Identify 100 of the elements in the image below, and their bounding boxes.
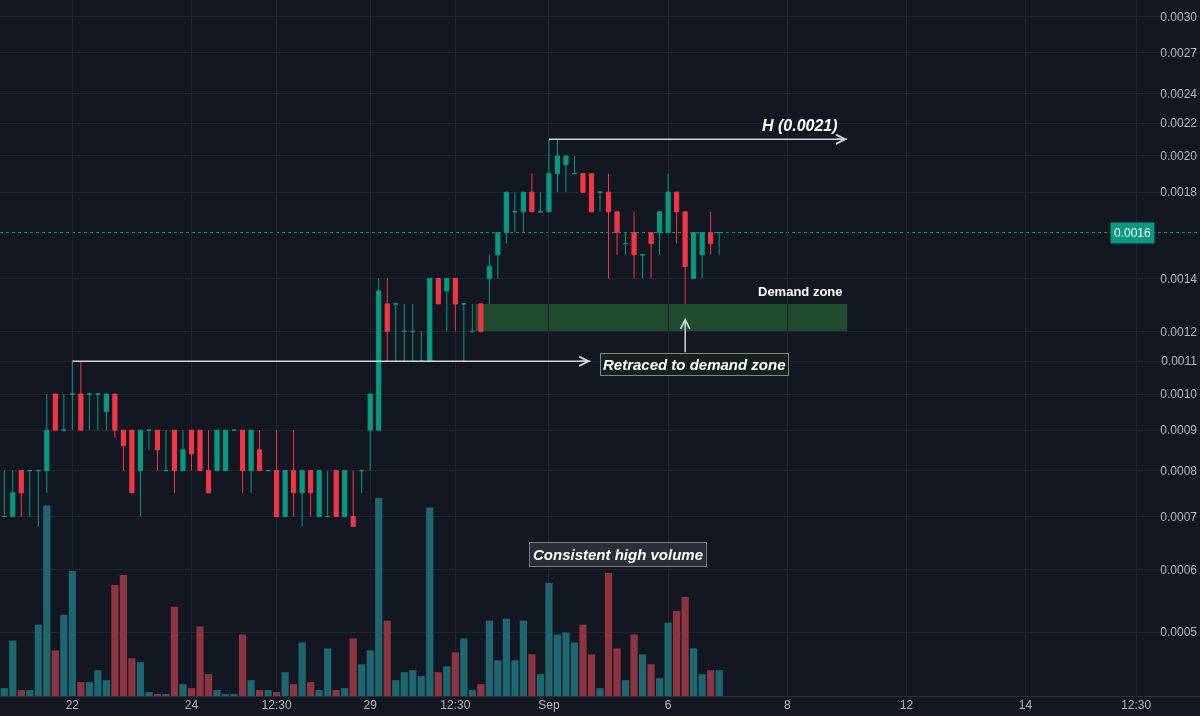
y-tick-label: 0.0009 bbox=[1160, 423, 1198, 438]
candlestick bbox=[418, 330, 424, 362]
candlestick bbox=[478, 303, 484, 332]
candlestick bbox=[146, 429, 152, 451]
candlestick bbox=[163, 429, 169, 472]
candlestick bbox=[188, 429, 195, 472]
x-tick-label: 12 bbox=[899, 698, 914, 712]
x-tick-label: 14 bbox=[1018, 698, 1033, 712]
y-tick-label: 0.0020 bbox=[1160, 149, 1198, 164]
bar bbox=[77, 682, 85, 696]
candlestick bbox=[256, 429, 263, 472]
candlestick bbox=[35, 470, 41, 527]
candlestick bbox=[444, 277, 450, 332]
candlestick bbox=[554, 138, 561, 193]
bar bbox=[630, 634, 638, 696]
candlestick bbox=[486, 254, 492, 305]
candlestick bbox=[333, 470, 339, 517]
candlestick bbox=[52, 393, 58, 431]
candlestick bbox=[61, 393, 67, 431]
candlestick bbox=[708, 211, 714, 256]
bar bbox=[179, 684, 187, 696]
bar bbox=[621, 680, 630, 696]
x-tick-label: 12:30 bbox=[1121, 698, 1152, 712]
y-tick-label: 0.0014 bbox=[1160, 271, 1198, 286]
bar bbox=[647, 664, 655, 696]
y-tick-label: 0.0005 bbox=[1160, 625, 1198, 640]
candlestick bbox=[282, 470, 288, 517]
candlestick bbox=[452, 277, 458, 332]
bar bbox=[17, 690, 25, 696]
ref-line-label: H (0.0021) bbox=[762, 117, 838, 134]
bar bbox=[255, 690, 264, 696]
candlestick bbox=[631, 211, 637, 279]
candlestick bbox=[120, 429, 126, 472]
candlestick bbox=[461, 303, 467, 362]
bar bbox=[298, 642, 306, 696]
bar bbox=[307, 682, 315, 696]
candlestick bbox=[367, 393, 373, 472]
candlestick bbox=[427, 277, 433, 362]
ref-line-label: Retraced to demand zone bbox=[603, 356, 786, 373]
bar bbox=[443, 666, 451, 696]
candlestick bbox=[580, 173, 586, 193]
candlestick bbox=[154, 429, 161, 472]
bar bbox=[60, 614, 68, 696]
candlestick bbox=[18, 470, 24, 517]
candlestick bbox=[571, 155, 578, 175]
candlestick bbox=[605, 173, 612, 279]
candlestick bbox=[469, 303, 475, 332]
candlestick bbox=[350, 470, 356, 527]
bar bbox=[358, 664, 366, 696]
bar bbox=[68, 571, 76, 696]
candlestick bbox=[674, 191, 680, 245]
bar bbox=[715, 670, 723, 696]
bar bbox=[341, 688, 349, 696]
y-tick-label: 0.0022 bbox=[1160, 116, 1198, 131]
candlestick bbox=[682, 211, 688, 305]
candlestick bbox=[214, 429, 220, 472]
x-tick-label: 29 bbox=[363, 698, 378, 712]
ref-line-label: 0.0016 bbox=[1114, 226, 1152, 240]
y-tick-label: 0.0018 bbox=[1160, 185, 1198, 200]
candlestick bbox=[103, 393, 109, 431]
y-tick-label: 0.0006 bbox=[1160, 562, 1198, 577]
bar bbox=[638, 654, 647, 696]
candlestick bbox=[112, 393, 118, 439]
x-tick-label: 12:30 bbox=[440, 698, 471, 712]
candlestick bbox=[86, 393, 92, 431]
bar bbox=[451, 652, 459, 696]
y-tick-label: 0.0012 bbox=[1160, 324, 1198, 339]
candlestick bbox=[393, 303, 399, 362]
candlestick bbox=[537, 191, 544, 213]
y-tick-label: 0.0010 bbox=[1160, 387, 1198, 402]
x-tick-label: 12:30 bbox=[261, 698, 292, 712]
y-tick-label: 0.0008 bbox=[1160, 463, 1198, 478]
y-tick-label: 0.0024 bbox=[1160, 86, 1198, 101]
y-tick-label: 0.0007 bbox=[1160, 509, 1198, 524]
candlestick bbox=[78, 360, 84, 431]
candlestick bbox=[401, 303, 407, 362]
candlestick bbox=[10, 470, 16, 517]
x-tick-label: Sep bbox=[538, 698, 560, 712]
candlestick bbox=[171, 429, 178, 494]
bar bbox=[272, 692, 281, 696]
bar bbox=[596, 688, 604, 696]
x-tick-label: 6 bbox=[664, 698, 672, 712]
candlestick bbox=[222, 429, 229, 472]
annotation: Consistent high volume bbox=[533, 546, 704, 563]
candlestick bbox=[435, 277, 441, 305]
y-tick-label: 0.0027 bbox=[1160, 46, 1198, 61]
x-tick-label: 8 bbox=[783, 698, 791, 712]
bar bbox=[349, 638, 357, 696]
bar bbox=[238, 634, 247, 696]
band-label: Demand zone bbox=[758, 284, 843, 299]
candlestick bbox=[410, 303, 416, 362]
candlestick bbox=[359, 470, 365, 494]
candlestick bbox=[205, 429, 212, 494]
bar bbox=[383, 620, 391, 696]
candlestick bbox=[563, 155, 569, 193]
candlestick bbox=[639, 254, 646, 279]
bar bbox=[707, 670, 715, 696]
candlestick bbox=[239, 429, 246, 494]
bar bbox=[690, 648, 698, 696]
y-tick-label: 0.0030 bbox=[1160, 9, 1198, 24]
